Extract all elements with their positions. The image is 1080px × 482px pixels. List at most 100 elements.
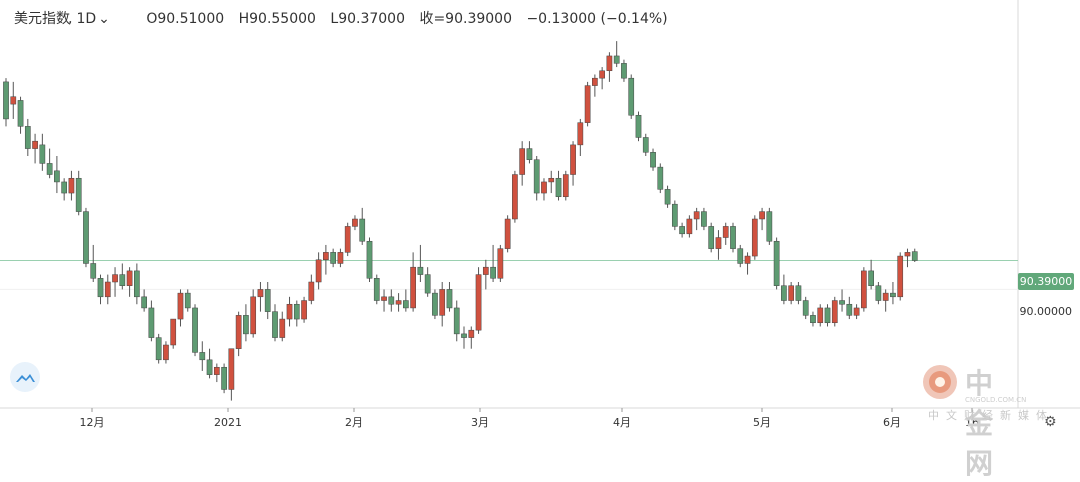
candle xyxy=(533,156,540,201)
candle-body xyxy=(671,203,678,227)
candle-body xyxy=(875,285,882,301)
candle-body xyxy=(134,270,140,298)
candle xyxy=(853,304,860,320)
candle xyxy=(257,282,264,312)
candle xyxy=(671,200,678,231)
candle xyxy=(730,222,736,253)
candle xyxy=(439,282,446,327)
candle-body xyxy=(541,181,547,194)
candle-body xyxy=(272,311,278,338)
candle-body xyxy=(759,211,765,220)
candle-body xyxy=(83,211,89,264)
symbol-name[interactable]: 美元指数 xyxy=(14,11,70,27)
candle-body xyxy=(221,366,227,390)
candle xyxy=(577,118,584,156)
watermark-slogan: 中文财经新媒体 xyxy=(928,409,1054,422)
candle xyxy=(592,74,598,97)
chart-header: 美元指数, 1D ⌄ O90.51000 H90.55000 L90.37000 收… xyxy=(14,11,668,27)
x-tick-label: 2月 xyxy=(345,416,363,429)
candlestick-chart[interactable]: 12月 2021 2月 3月 4月 5月 6月 16 xyxy=(0,0,1080,436)
candle-body xyxy=(650,152,656,168)
x-tick-label: 6月 xyxy=(883,416,901,429)
candle xyxy=(279,311,286,342)
candle-body xyxy=(352,218,358,227)
candle-body xyxy=(664,189,671,205)
candle xyxy=(679,222,685,238)
candle-body xyxy=(504,218,511,249)
candle xyxy=(701,207,707,231)
x-axis: 12月 2021 2月 3月 4月 5月 6月 16 xyxy=(80,408,979,429)
candle xyxy=(766,207,773,245)
candle-body xyxy=(17,100,24,127)
candle-body xyxy=(141,296,147,309)
candle-body xyxy=(904,252,911,257)
candle xyxy=(628,74,635,119)
candle-body xyxy=(228,348,235,390)
candle-body xyxy=(75,177,82,212)
candle xyxy=(410,252,416,312)
candle xyxy=(352,215,358,231)
candle-body xyxy=(206,359,213,375)
candles xyxy=(3,41,918,401)
candle-body xyxy=(337,252,344,264)
price-axis-label: 90.00000 xyxy=(1019,305,1073,318)
candle xyxy=(388,289,395,312)
candle xyxy=(737,244,744,268)
candle-body xyxy=(482,266,489,275)
candle-body xyxy=(192,307,198,353)
candle-body xyxy=(846,303,853,316)
candle-body xyxy=(177,292,184,320)
candle xyxy=(24,118,31,156)
candle xyxy=(868,259,874,290)
candle xyxy=(264,282,271,320)
gear-icon[interactable]: ⚙ xyxy=(1044,413,1057,429)
low-value: L90.37000 xyxy=(330,11,405,27)
candle-body xyxy=(475,274,482,331)
candle-body xyxy=(46,163,53,175)
candle xyxy=(395,293,402,312)
candle-body xyxy=(461,333,467,338)
candle xyxy=(453,300,460,342)
candle-body xyxy=(584,85,591,123)
candle xyxy=(802,296,809,320)
candle-body xyxy=(592,77,598,86)
tradingview-cloud-icon[interactable] xyxy=(10,362,40,392)
candle-body xyxy=(410,266,416,309)
candle xyxy=(751,215,758,260)
candle-body xyxy=(744,255,751,264)
candle xyxy=(468,326,475,349)
candle-body xyxy=(781,285,787,301)
candle xyxy=(504,215,511,253)
candle-body xyxy=(359,218,366,242)
candle xyxy=(642,133,649,156)
chevron-down-icon[interactable]: ⌄ xyxy=(98,11,110,27)
candle-body xyxy=(243,315,249,335)
candle-body xyxy=(715,237,722,249)
candle-body xyxy=(708,226,715,249)
candle xyxy=(301,296,307,323)
candle xyxy=(206,348,213,379)
candle xyxy=(155,333,162,364)
interval-label[interactable]: 1D xyxy=(76,11,97,27)
candle-body xyxy=(3,81,9,120)
candle xyxy=(403,289,409,312)
candle-body xyxy=(839,300,845,305)
last-price-tag: 90.39000 xyxy=(1018,273,1074,290)
candle xyxy=(54,156,60,194)
candle xyxy=(61,178,68,201)
candle-body xyxy=(897,255,904,298)
candle-body xyxy=(635,114,642,138)
candle-body xyxy=(148,307,155,338)
candle-body xyxy=(810,315,816,324)
candle-body xyxy=(730,226,736,249)
candle-body xyxy=(802,300,809,316)
candle-body xyxy=(577,122,584,146)
candle-body xyxy=(548,177,555,183)
candle-body xyxy=(213,366,220,375)
candle-body xyxy=(439,289,446,316)
candle-body xyxy=(112,274,118,283)
candle-body xyxy=(788,285,795,301)
candle-body xyxy=(606,55,613,72)
candle-body xyxy=(490,266,496,279)
candle-body xyxy=(119,274,126,286)
